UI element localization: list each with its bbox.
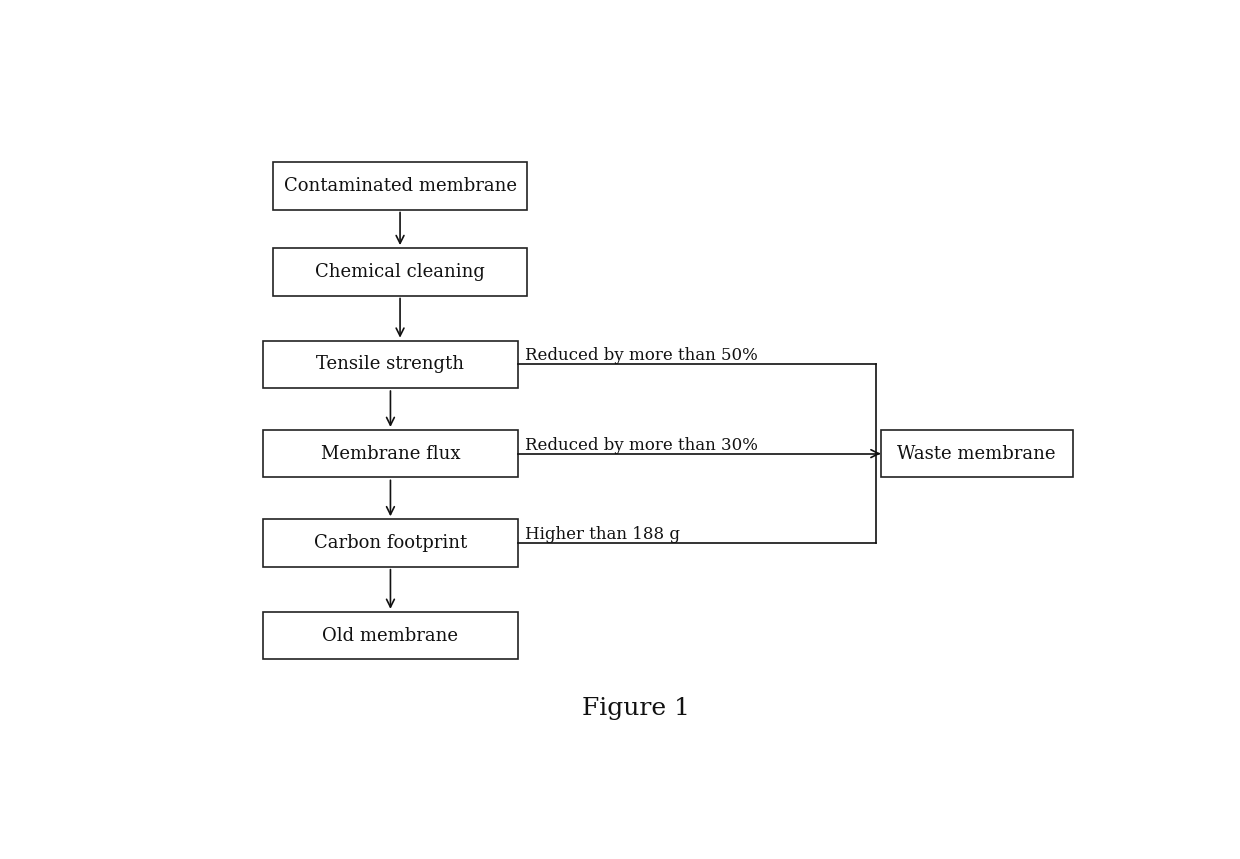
FancyBboxPatch shape (263, 612, 518, 660)
FancyBboxPatch shape (263, 519, 518, 567)
Text: Old membrane: Old membrane (322, 626, 459, 644)
Text: Figure 1: Figure 1 (582, 697, 689, 720)
FancyBboxPatch shape (880, 430, 1073, 478)
Text: Contaminated membrane: Contaminated membrane (284, 177, 517, 195)
Text: Tensile strength: Tensile strength (316, 356, 465, 374)
FancyBboxPatch shape (263, 430, 518, 478)
FancyBboxPatch shape (273, 162, 527, 210)
FancyBboxPatch shape (263, 340, 518, 388)
Text: Waste membrane: Waste membrane (898, 445, 1056, 463)
Text: Higher than 188 g: Higher than 188 g (525, 526, 680, 543)
Text: Membrane flux: Membrane flux (321, 445, 460, 463)
Text: Carbon footprint: Carbon footprint (314, 534, 467, 552)
Text: Chemical cleaning: Chemical cleaning (315, 263, 485, 281)
Text: Reduced by more than 50%: Reduced by more than 50% (525, 347, 758, 364)
FancyBboxPatch shape (273, 248, 527, 295)
Text: Reduced by more than 30%: Reduced by more than 30% (525, 437, 758, 454)
